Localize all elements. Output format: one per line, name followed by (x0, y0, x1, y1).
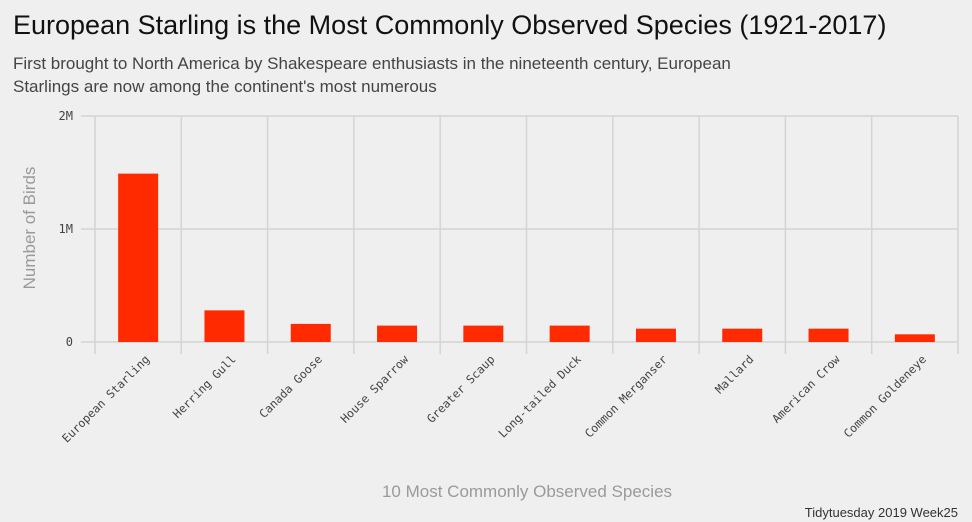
bar (635, 328, 676, 342)
caption: Tidytuesday 2019 Week25 (804, 505, 958, 520)
x-tick-label: Mallard (712, 352, 756, 396)
x-tick-label: Common Merganser (582, 352, 670, 440)
bar (118, 173, 159, 342)
bar (549, 325, 590, 342)
x-tick-label: Long-tailed Duck (496, 352, 584, 440)
bar (463, 325, 504, 342)
bar (204, 310, 245, 342)
x-tick-label: House Sparrow (338, 352, 412, 426)
y-tick-label: 2M (59, 109, 73, 123)
x-axis-title: 10 Most Commonly Observed Species (382, 482, 672, 501)
x-tick-label: Canada Goose (256, 352, 325, 421)
x-tick-label: American Crow (769, 352, 843, 426)
x-tick-label: European Starling (59, 352, 152, 445)
x-axis-ticks: European Starling Herring Gull Canada Goos… (59, 352, 929, 445)
bar (894, 334, 935, 342)
bar (722, 328, 763, 342)
bar (290, 323, 331, 342)
bars (118, 173, 935, 342)
x-tick-label: Greater Scaup (424, 352, 498, 426)
y-axis-ticks: 0 1M 2M (59, 109, 73, 349)
chart-title: European Starling is the Most Commonly O… (13, 10, 887, 40)
y-tick-label: 1M (59, 222, 73, 236)
chart-subtitle: First brought to North America by Shakes… (13, 54, 731, 96)
grid-lines (81, 115, 959, 354)
bar (377, 325, 418, 342)
y-axis-title: Number of Birds (20, 167, 39, 290)
x-tick-label: Herring Gull (170, 352, 239, 421)
y-tick-label: 0 (66, 335, 73, 349)
x-tick-label: Common Goldeneye (841, 352, 929, 440)
bar (808, 328, 849, 342)
